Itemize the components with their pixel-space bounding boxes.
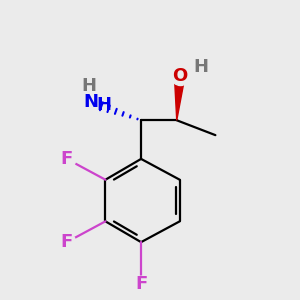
Text: F: F xyxy=(135,275,147,293)
Text: F: F xyxy=(61,233,73,251)
Text: H: H xyxy=(193,58,208,76)
Polygon shape xyxy=(174,75,185,120)
Text: N: N xyxy=(83,93,98,111)
Text: H: H xyxy=(82,77,97,95)
Text: O: O xyxy=(172,67,187,85)
Text: F: F xyxy=(61,150,73,168)
Text: H: H xyxy=(96,96,111,114)
